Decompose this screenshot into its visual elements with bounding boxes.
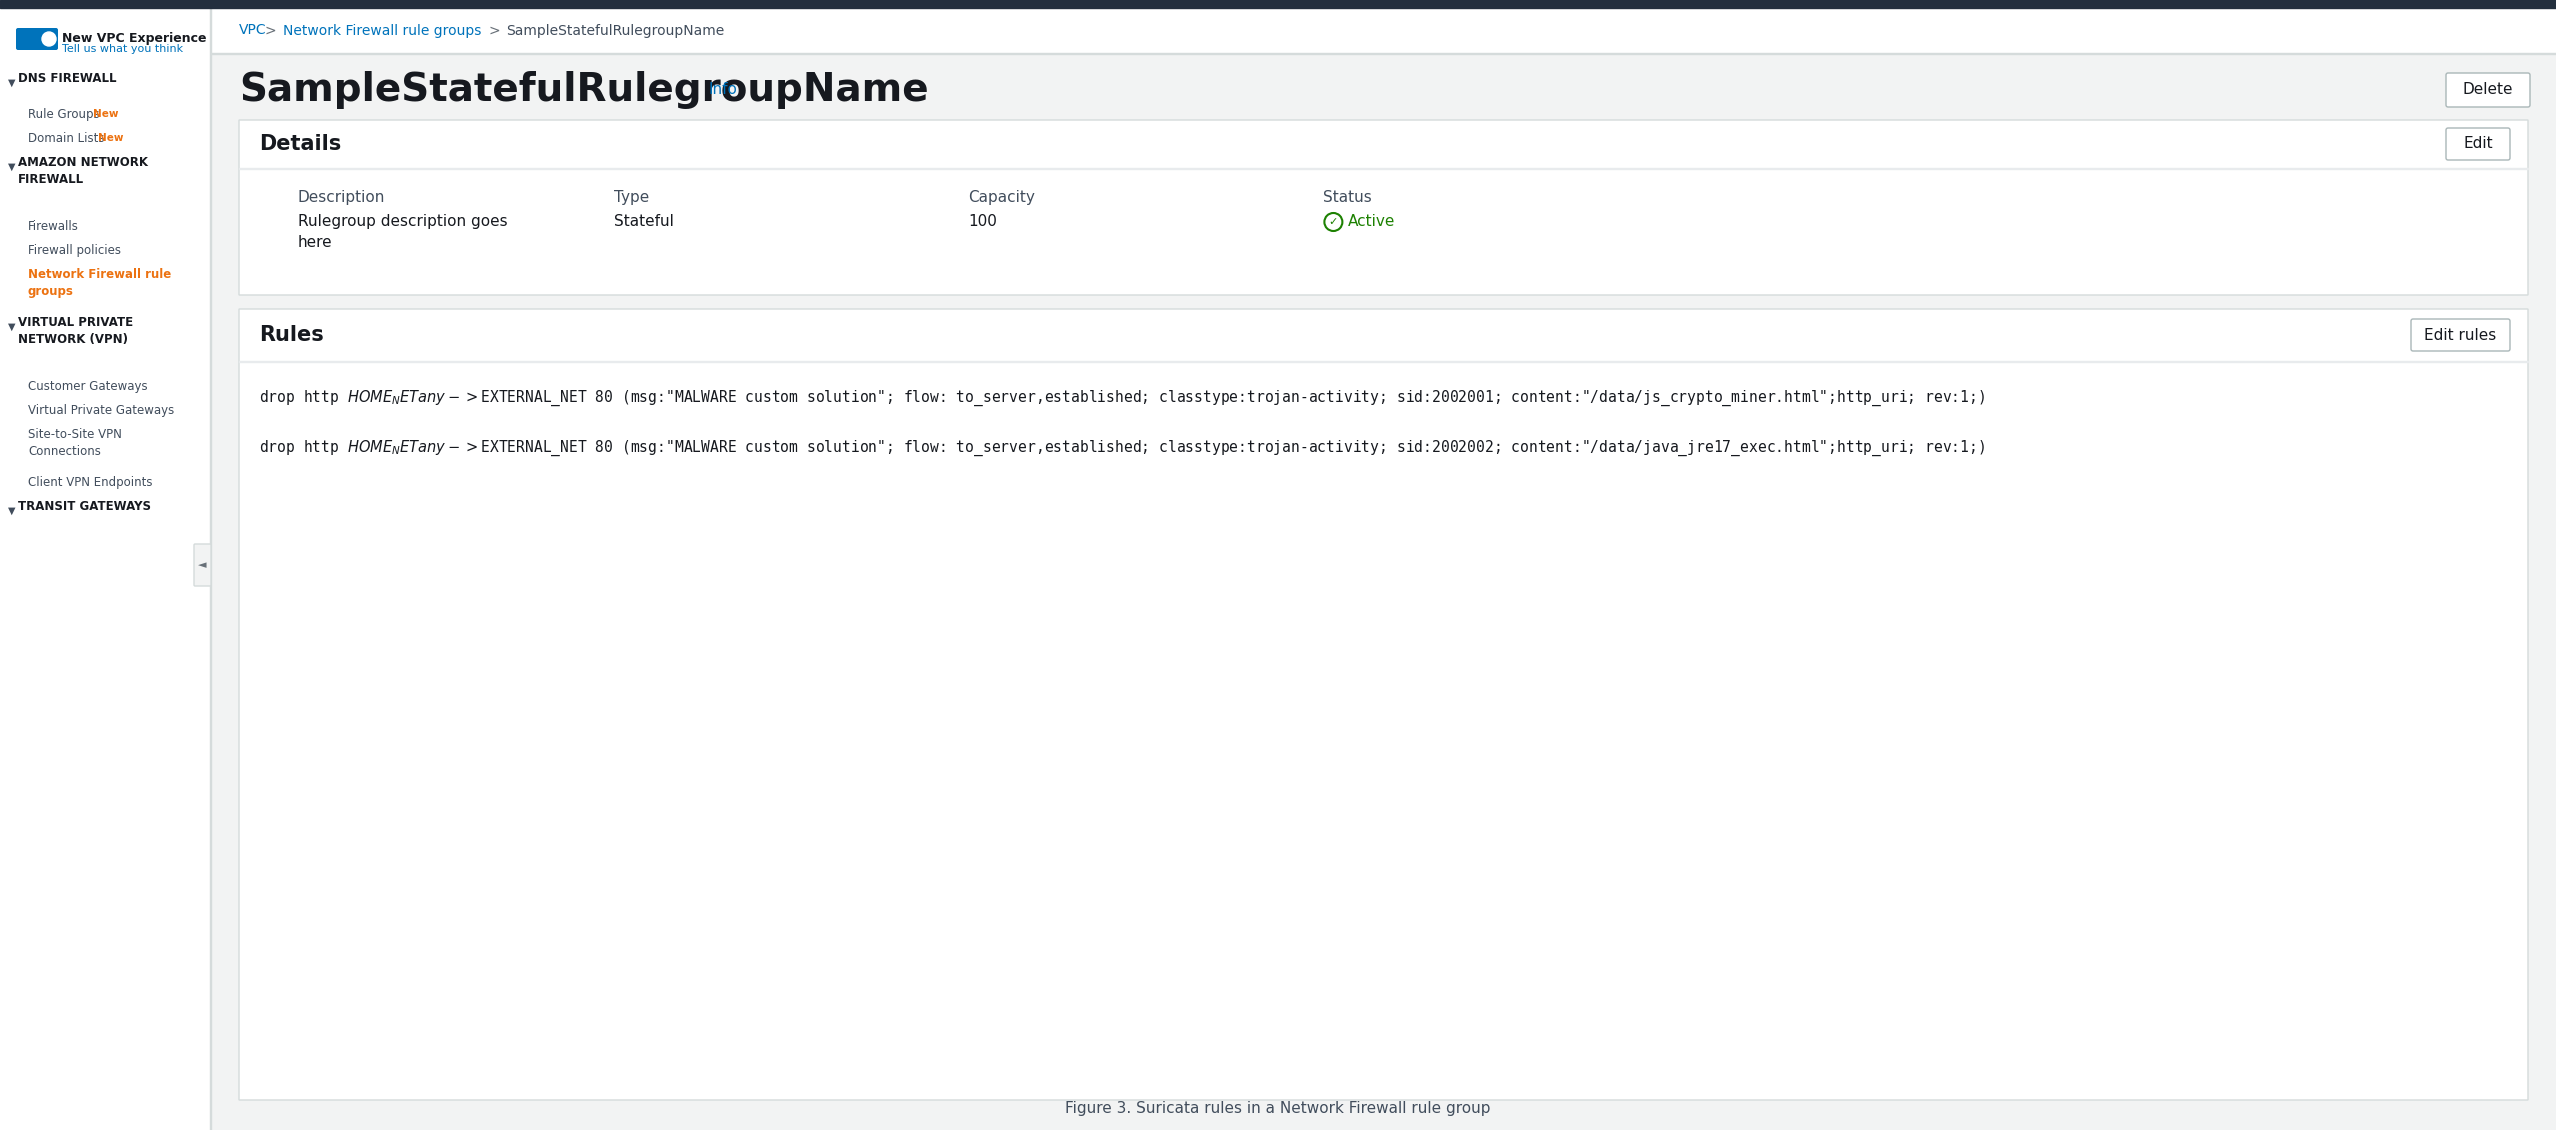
Text: SampleStatefulRulegroupName: SampleStatefulRulegroupName [506, 24, 723, 37]
FancyBboxPatch shape [15, 28, 59, 50]
Text: AMAZON NETWORK
FIREWALL: AMAZON NETWORK FIREWALL [18, 156, 148, 186]
Bar [0, 0, 2556, 8]
Bar [0, 8, 210, 1130]
Text: Firewall policies: Firewall policies [28, 244, 120, 257]
Text: 100: 100 [969, 214, 997, 229]
Text: Rules: Rules [258, 325, 325, 345]
Text: Tell us what you think: Tell us what you think [61, 44, 184, 54]
Text: Info: Info [708, 82, 736, 97]
Text: Network Firewall rule groups: Network Firewall rule groups [284, 24, 481, 37]
Text: Delete: Delete [2464, 82, 2513, 97]
Text: Description: Description [299, 190, 386, 205]
Text: drop http $HOME_NET any -> $EXTERNAL_NET 80 (msg:"MALWARE custom solution"; flow: drop http $HOME_NET any -> $EXTERNAL_NET… [258, 389, 1986, 408]
Text: Rulegroup description goes
here: Rulegroup description goes here [299, 214, 509, 250]
FancyBboxPatch shape [2446, 128, 2510, 160]
Text: ▼: ▼ [8, 78, 15, 88]
Text: ▼: ▼ [8, 506, 15, 516]
Text: >: > [266, 24, 276, 37]
Text: Type: Type [613, 190, 649, 205]
Text: ◄: ◄ [197, 560, 207, 570]
Text: VPC: VPC [240, 24, 266, 37]
Text: >: > [488, 24, 501, 37]
Text: DNS FIREWALL: DNS FIREWALL [18, 72, 118, 85]
Text: SampleStatefulRulegroupName: SampleStatefulRulegroupName [240, 71, 928, 108]
FancyBboxPatch shape [194, 544, 212, 586]
Text: Site-to-Site VPN
Connections: Site-to-Site VPN Connections [28, 428, 123, 458]
Text: Edit rules: Edit rules [2426, 328, 2497, 342]
FancyBboxPatch shape [240, 308, 2528, 1099]
Text: Edit: Edit [2464, 137, 2492, 151]
Text: ▼: ▼ [8, 322, 15, 332]
Text: Figure 3. Suricata rules in a Network Firewall rule group: Figure 3. Suricata rules in a Network Fi… [1066, 1101, 1490, 1116]
Text: Details: Details [258, 134, 343, 154]
Text: ▼: ▼ [8, 162, 15, 172]
Text: drop http $HOME_NET any -> $EXTERNAL_NET 80 (msg:"MALWARE custom solution"; flow: drop http $HOME_NET any -> $EXTERNAL_NET… [258, 438, 1986, 459]
Text: Virtual Private Gateways: Virtual Private Gateways [28, 405, 174, 417]
Circle shape [41, 32, 56, 46]
Text: Domain Lists: Domain Lists [28, 132, 105, 145]
Text: Capacity: Capacity [969, 190, 1035, 205]
Text: Firewalls: Firewalls [28, 220, 79, 233]
Text: TRANSIT GATEWAYS: TRANSIT GATEWAYS [18, 499, 151, 513]
Text: Stateful: Stateful [613, 214, 675, 229]
Text: VIRTUAL PRIVATE
NETWORK (VPN): VIRTUAL PRIVATE NETWORK (VPN) [18, 316, 133, 346]
FancyBboxPatch shape [2410, 319, 2510, 351]
Text: ✓: ✓ [1329, 217, 1339, 227]
Bar [212, 8, 2556, 53]
Text: New: New [92, 108, 118, 119]
Text: Rule Groups: Rule Groups [28, 108, 100, 121]
FancyBboxPatch shape [240, 120, 2528, 295]
Text: Network Firewall rule
groups: Network Firewall rule groups [28, 268, 171, 298]
Text: Active: Active [1347, 214, 1396, 229]
Text: New: New [97, 133, 123, 144]
Text: New VPC Experience: New VPC Experience [61, 32, 207, 45]
FancyBboxPatch shape [2446, 73, 2530, 107]
Text: Status: Status [1324, 190, 1373, 205]
Text: Customer Gateways: Customer Gateways [28, 380, 148, 393]
Text: Client VPN Endpoints: Client VPN Endpoints [28, 476, 153, 489]
